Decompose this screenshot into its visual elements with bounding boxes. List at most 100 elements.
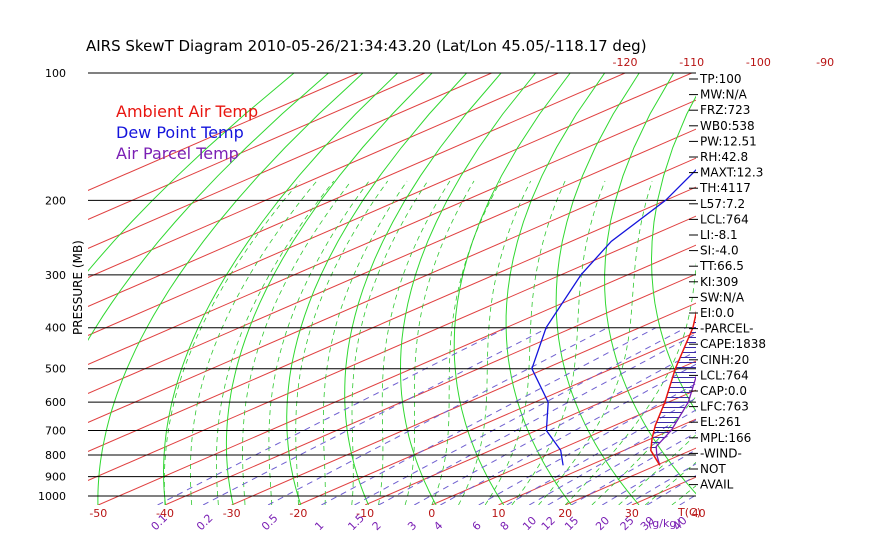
- isotherm-line: [88, 128, 696, 395]
- ambient-temp-line: [650, 310, 696, 466]
- y-tick-label: 200: [45, 194, 66, 207]
- mixing-ratio-line: [354, 327, 687, 505]
- isotherm-line: [88, 186, 696, 453]
- index-label: CAP:0.0: [700, 384, 747, 398]
- dry-adiabat-line: [88, 73, 295, 272]
- top-temp-tick-label: -110: [679, 56, 704, 69]
- dry-adiabat-line: [555, 73, 640, 505]
- moist-adiabat-line: [458, 180, 532, 505]
- index-label: KI:309: [700, 275, 738, 289]
- index-label: LFC:763: [700, 400, 749, 414]
- isotherm-line: [231, 302, 696, 505]
- bottom-temp-tick-label: -20: [289, 507, 307, 520]
- index-label: LI:-8.1: [700, 228, 738, 242]
- mixing-ratio-label: 2: [370, 519, 384, 533]
- index-label: L57:7.2: [700, 197, 745, 211]
- index-label: RH:42.8: [700, 150, 748, 164]
- index-label: LCL:764: [700, 212, 749, 226]
- mixing-ratio-line: [157, 327, 508, 505]
- index-label: WB0:538: [700, 119, 755, 133]
- top-temp-tick-label: -100: [746, 56, 771, 69]
- index-label: AVAIL: [700, 478, 734, 492]
- bottom-temp-tick-label: -40: [156, 507, 174, 520]
- chart-title: AIRS SkewT Diagram 2010-05-26/21:34:43.2…: [86, 37, 647, 55]
- index-label: NOT: [700, 462, 726, 476]
- x-axis-unit-label: T(C): [677, 506, 701, 519]
- bottom-temp-tick-label: 40: [692, 507, 706, 520]
- index-label: MAXT:12.3: [700, 166, 763, 180]
- moist-adiabat-line: [591, 395, 696, 505]
- mixing-ratio-line: [646, 475, 696, 505]
- mixing-ratio-label: 8: [498, 519, 512, 533]
- index-label: MPL:166: [700, 431, 751, 445]
- bottom-temp-tick-label: 20: [558, 507, 572, 520]
- bottom-temp-tick-label: -30: [223, 507, 241, 520]
- isotherm-line: [88, 73, 426, 221]
- mixing-ratio-unit-label: (g/kg): [648, 517, 681, 530]
- mixing-ratio-label: 0.2: [194, 512, 216, 534]
- y-axis-label: PRESSURE (MB): [71, 240, 85, 335]
- moist-adiabat-line: [484, 180, 566, 505]
- dry-adiabat-line: [505, 73, 606, 505]
- mixing-ratio-line: [321, 327, 657, 505]
- legend-ambient: Ambient Air Temp: [116, 102, 258, 121]
- moist-adiabat-line: [351, 180, 429, 505]
- y-tick-label: 800: [45, 449, 66, 462]
- index-label: -PARCEL-: [700, 322, 754, 336]
- isotherm-line: [88, 99, 696, 366]
- moist-adiabat-line: [564, 262, 696, 505]
- y-tick-label: 700: [45, 425, 66, 438]
- moist-adiabat-line: [378, 180, 451, 505]
- dry-adiabat-line: [826, 73, 870, 505]
- mixing-ratio-line: [571, 432, 696, 505]
- index-label: SW:N/A: [700, 290, 745, 304]
- index-label: TH:4117: [699, 181, 751, 195]
- bottom-temp-tick-label: -10: [356, 507, 374, 520]
- legend-dewpoint: Dew Point Temp: [116, 123, 244, 142]
- index-label: EL:261: [700, 415, 741, 429]
- mixing-ratio-line: [267, 327, 608, 505]
- moist-adiabat-line: [268, 180, 370, 505]
- isotherm-line: [164, 273, 696, 505]
- dry-adiabat-line: [162, 73, 398, 505]
- mixing-ratio-line: [414, 350, 696, 505]
- bottom-temp-tick-label: 30: [625, 507, 639, 520]
- moist-adiabat-line: [404, 180, 475, 505]
- index-label: CINH:20: [700, 353, 749, 367]
- moist-adiabat-line: [431, 180, 502, 505]
- mixing-ratio-label: 1: [312, 519, 326, 533]
- y-tick-label: 500: [45, 363, 66, 376]
- dry-adiabat-line: [741, 73, 870, 505]
- index-label: PW:12.51: [700, 134, 757, 148]
- top-temp-tick-label: -90: [816, 56, 834, 69]
- mixing-ratio-label: 3: [405, 519, 419, 533]
- mixing-ratio-line: [547, 419, 696, 505]
- index-label: SI:-4.0: [700, 244, 739, 258]
- index-label: FRZ:723: [700, 103, 750, 117]
- mixing-ratio-label: 4: [431, 519, 445, 533]
- dry-adiabat-line: [88, 73, 329, 342]
- legend: Ambient Air Temp Dew Point Temp Air Parc…: [116, 102, 258, 163]
- index-label: CAPE:1838: [700, 337, 766, 351]
- y-tick-label: 900: [45, 471, 66, 484]
- isotherm-line: [88, 157, 696, 424]
- isotherm-line: [88, 73, 359, 192]
- y-tick-label: 100: [45, 67, 66, 80]
- dry-adiabat-line: [286, 73, 467, 505]
- isotherm-line: [498, 418, 696, 505]
- y-tick-label: 300: [45, 269, 66, 282]
- index-label: TP:100: [699, 72, 742, 86]
- legend-parcel: Air Parcel Temp: [116, 144, 239, 163]
- mixing-ratio-label: 6: [470, 519, 484, 533]
- dry-adiabat-line: [784, 73, 870, 505]
- isotherm-line: [298, 331, 696, 505]
- moist-adiabat-line: [163, 180, 301, 505]
- dewpoint-line: [531, 168, 696, 466]
- dry-adiabat-line: [97, 73, 364, 505]
- moist-adiabat-line: [322, 180, 408, 505]
- y-tick-label: 1000: [38, 490, 66, 503]
- mixing-ratio-line: [202, 327, 549, 505]
- dry-adiabat-line: [344, 73, 502, 505]
- moist-adiabat-line: [242, 180, 352, 505]
